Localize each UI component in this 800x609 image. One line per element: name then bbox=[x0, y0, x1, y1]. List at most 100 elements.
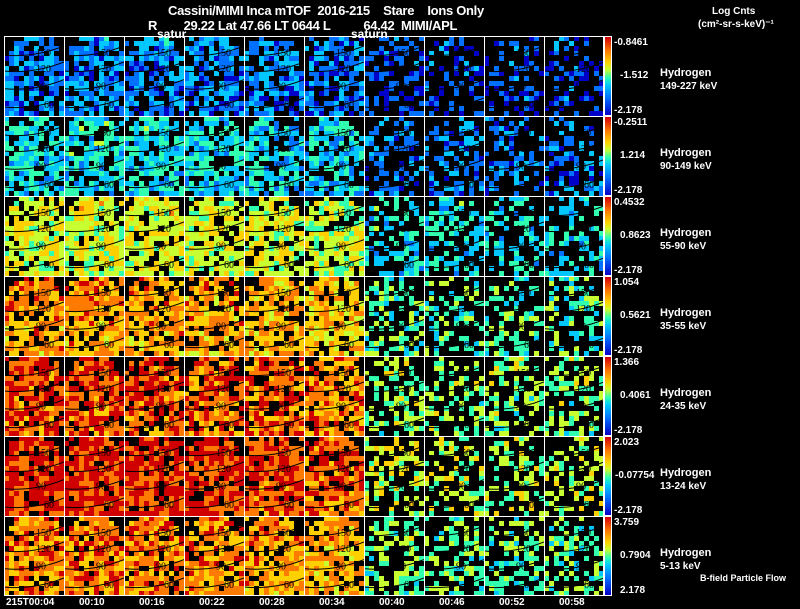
pixel-cell bbox=[14, 61, 19, 66]
contour-line bbox=[424, 177, 484, 189]
pixel-cell bbox=[239, 331, 244, 336]
pixel-cell bbox=[294, 151, 299, 156]
pixel-cell bbox=[189, 271, 194, 276]
pixel-cell bbox=[14, 371, 19, 376]
pixel-cell bbox=[399, 231, 404, 236]
contour-label: 90 bbox=[216, 322, 226, 333]
pixel-cell bbox=[184, 136, 189, 141]
pixel-cell bbox=[494, 161, 499, 166]
pixel-cell bbox=[474, 166, 479, 171]
pixel-cell bbox=[104, 146, 109, 151]
pixel-cell bbox=[424, 261, 429, 266]
pixel-cell bbox=[154, 201, 159, 206]
pixel-cell bbox=[279, 196, 284, 201]
pixel-cell bbox=[319, 46, 324, 51]
pixel-cell bbox=[184, 321, 189, 326]
pixel-cell bbox=[324, 136, 329, 141]
pixel-cell bbox=[429, 181, 434, 186]
pixel-cell bbox=[79, 301, 84, 306]
pixel-cell bbox=[324, 131, 329, 136]
contour-label: 60 bbox=[344, 260, 354, 271]
pixel-cell bbox=[84, 226, 89, 231]
pixel-cell bbox=[309, 326, 314, 331]
pixel-cell bbox=[469, 211, 474, 216]
pixel-cell bbox=[219, 41, 224, 46]
pixel-cell bbox=[564, 316, 569, 321]
pixel-cell bbox=[234, 166, 239, 171]
contour-label: 90 bbox=[216, 82, 226, 93]
pixel-cell bbox=[584, 291, 589, 296]
pixel-cell bbox=[599, 246, 604, 251]
pixel-cell bbox=[369, 286, 374, 291]
pixel-cell bbox=[39, 286, 44, 291]
pixel-cell bbox=[219, 51, 224, 56]
pixel-cell bbox=[214, 121, 219, 126]
pixel-cell bbox=[534, 36, 539, 41]
pixel-cell bbox=[49, 286, 54, 291]
pixel-cell bbox=[54, 386, 59, 391]
pixel-cell bbox=[334, 351, 339, 356]
pixel-cell bbox=[104, 201, 109, 206]
pixel-cell bbox=[24, 51, 29, 56]
pixel-cell bbox=[259, 166, 264, 171]
pixel-cell bbox=[479, 351, 484, 356]
pixel-cell bbox=[164, 321, 169, 326]
pixel-cell bbox=[234, 151, 239, 156]
pixel-cell bbox=[34, 351, 39, 356]
pixel-cell bbox=[519, 341, 524, 346]
pixel-cell bbox=[129, 61, 134, 66]
pixel-cell bbox=[154, 46, 159, 51]
pixel-cell bbox=[44, 161, 49, 166]
pixel-cell bbox=[444, 151, 449, 156]
pixel-cell bbox=[259, 56, 264, 61]
pixel-cell bbox=[429, 176, 434, 181]
pixel-cell bbox=[194, 56, 199, 61]
pixel-cell bbox=[69, 311, 74, 316]
pixel-cell bbox=[184, 106, 189, 111]
pixel-cell bbox=[339, 256, 344, 261]
pixel-cell bbox=[324, 66, 329, 71]
pixel-cell bbox=[369, 226, 374, 231]
pixel-cell bbox=[29, 281, 34, 286]
pixel-cell bbox=[409, 96, 414, 101]
contour-line bbox=[424, 257, 484, 269]
pixel-cell bbox=[334, 111, 339, 116]
pixel-cell bbox=[224, 176, 229, 181]
pixel-cell bbox=[279, 186, 284, 191]
pixel-cell bbox=[304, 261, 309, 266]
pixel-cell bbox=[124, 266, 129, 271]
image-panel: 150 120 90 60 bbox=[64, 36, 124, 116]
pixel-cell bbox=[414, 301, 419, 306]
pixel-cell bbox=[279, 266, 284, 271]
pixel-cell bbox=[394, 176, 399, 181]
pixel-cell bbox=[114, 81, 119, 86]
pixel-cell bbox=[454, 66, 459, 71]
pixel-cell bbox=[344, 41, 349, 46]
pixel-cell bbox=[109, 41, 114, 46]
pixel-cell bbox=[294, 241, 299, 246]
pixel-cell bbox=[304, 151, 309, 156]
contour-label: 120 bbox=[96, 144, 111, 155]
pixel-cell bbox=[359, 231, 364, 236]
pixel-cell bbox=[224, 311, 229, 316]
pixel-cell bbox=[99, 331, 104, 336]
pixel-cell bbox=[214, 281, 219, 286]
pixel-cell bbox=[34, 111, 39, 116]
pixel-cell bbox=[44, 351, 49, 356]
pixel-cell bbox=[24, 131, 29, 136]
pixel-cell bbox=[159, 101, 164, 106]
pixel-cell bbox=[69, 281, 74, 286]
contour-label: 60 bbox=[404, 180, 414, 191]
pixel-cell bbox=[569, 136, 574, 141]
pixel-cell bbox=[299, 146, 304, 151]
pixel-cell bbox=[309, 181, 314, 186]
pixel-cell bbox=[344, 331, 349, 336]
pixel-cell bbox=[484, 241, 489, 246]
contour-label: 150 bbox=[276, 128, 291, 139]
pixel-cell bbox=[304, 171, 309, 176]
pixel-cell bbox=[509, 136, 514, 141]
pixel-cell bbox=[519, 321, 524, 326]
pixel-cell bbox=[444, 51, 449, 56]
pixel-cell bbox=[99, 166, 104, 171]
contour-label: 150 bbox=[96, 48, 111, 59]
